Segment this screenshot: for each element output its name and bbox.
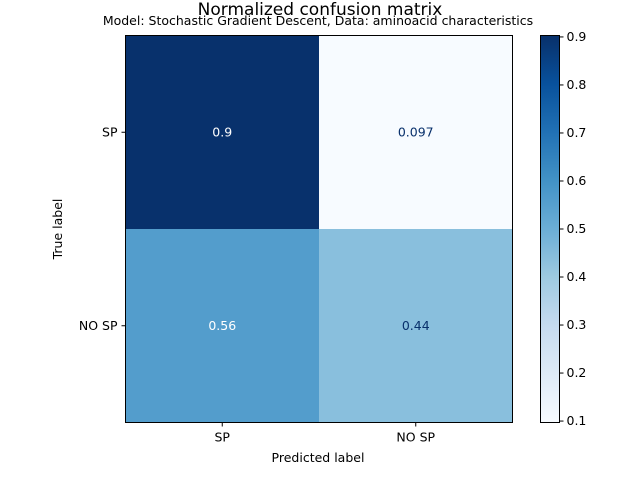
plot-frame — [125, 35, 513, 423]
chart-title: Normalized confusion matrix — [198, 0, 443, 20]
y-tick-label: SP — [102, 124, 118, 139]
heatmap-cell — [125, 35, 319, 229]
cell-value-label: 0.44 — [402, 318, 430, 333]
colorbar-tick-label: 0.9 — [567, 29, 587, 44]
colorbar-tick-label: 0.5 — [567, 221, 587, 236]
colorbar-ticks: 0.1 0.2 0.3 0.4 0.5 0.6 0.7 0.8 0.9 — [559, 29, 587, 428]
cell-value-label: 0.56 — [208, 318, 236, 333]
heatmap-cell — [125, 229, 319, 423]
x-axis-label: Predicted label — [272, 450, 365, 465]
x-axis: SP NO SP — [215, 422, 436, 445]
cell-value-label: 0.9 — [212, 124, 232, 139]
colorbar-tick-label: 0.2 — [567, 365, 587, 380]
colorbar-tick-label: 0.7 — [567, 125, 587, 140]
y-axis: SP NO SP — [79, 124, 126, 333]
colorbar-tick-label: 0.1 — [567, 413, 587, 428]
cell-value-label: 0.097 — [398, 124, 434, 139]
heatmap-cell — [319, 35, 513, 229]
colorbar-tick-label: 0.8 — [567, 77, 587, 92]
y-axis-label: True label — [50, 199, 65, 261]
heatmap-cell — [319, 229, 513, 423]
x-tick-label: NO SP — [396, 430, 435, 445]
colorbar-tick-label: 0.6 — [567, 173, 587, 188]
colorbar — [540, 35, 560, 423]
chart-subtitle: Model: Stochastic Gradient Descent, Data… — [103, 13, 533, 28]
colorbar-tick-label: 0.4 — [567, 269, 587, 284]
colorbar-tick-label: 0.3 — [567, 317, 587, 332]
x-tick-label: SP — [215, 430, 231, 445]
heatmap-cells: 0.9 0.097 0.56 0.44 — [125, 35, 513, 423]
y-tick-label: NO SP — [79, 318, 118, 333]
